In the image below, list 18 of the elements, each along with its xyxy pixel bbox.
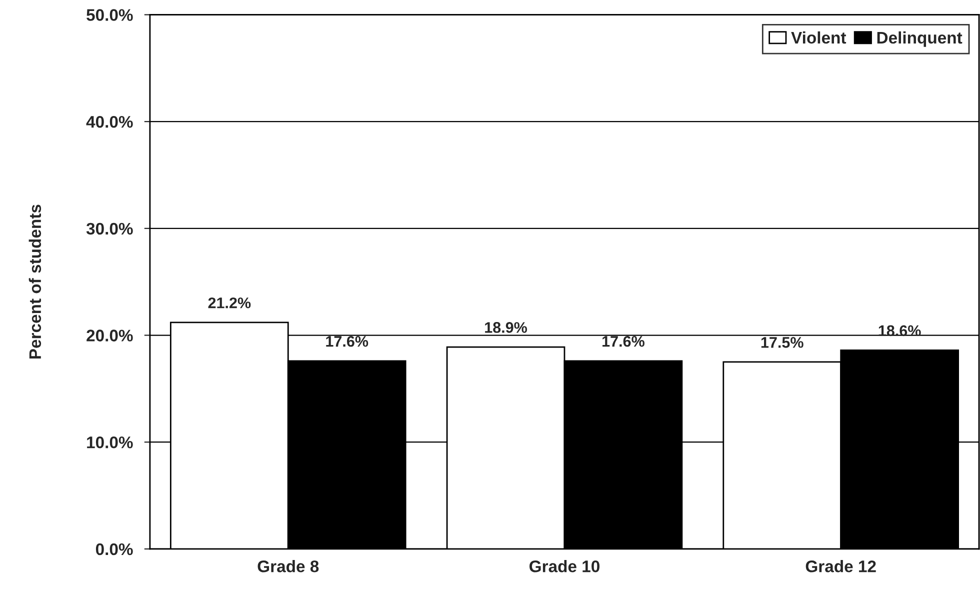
y-tick-label: 50.0%	[86, 9, 133, 21]
x-tick-label: Grade 12	[806, 560, 876, 572]
data-label: 17.6%	[602, 336, 644, 347]
legend-label: Delinquent	[877, 31, 962, 47]
x-tick-label: Grade 10	[530, 560, 600, 572]
legend-label: Violent	[791, 31, 846, 44]
data-label: 17.5%	[761, 337, 804, 348]
data-label: 17.6%	[326, 336, 368, 347]
y-axis-title: Percent of students	[28, 204, 42, 359]
data-label: 21.2%	[208, 297, 251, 308]
y-tick-label: 20.0%	[86, 330, 133, 342]
y-tick-label: 10.0%	[87, 436, 133, 448]
y-tick-label: 30.0%	[86, 222, 133, 235]
data-label: 18.6%	[878, 325, 921, 336]
y-tick-label: 40.0%	[86, 116, 133, 128]
y-tick-label: 0.0%	[96, 543, 133, 556]
x-tick-label: Grade 8	[258, 560, 319, 572]
data-label: 18.9%	[485, 322, 528, 333]
